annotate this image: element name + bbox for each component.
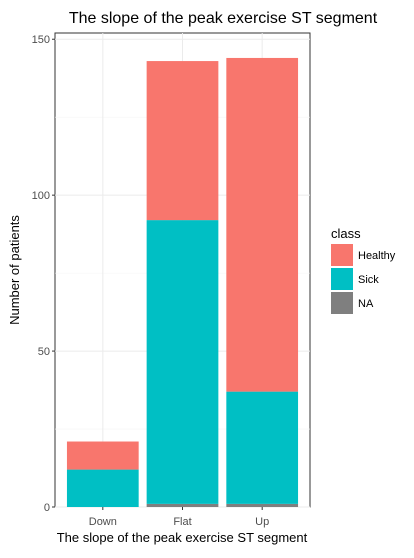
chart-title: The slope of the peak exercise ST segmen… [69,10,378,27]
bar-flat-sick [146,220,219,504]
legend-key-na [331,292,353,314]
y-tick-label: 0 [44,502,50,514]
y-tick-label: 100 [32,190,50,202]
bars [66,57,299,507]
y-axis-label: Number of patients [7,215,22,325]
x-tick-label-up: Up [255,516,269,528]
bar-flat-healthy [146,61,219,221]
y-axis: 0 50 100 150 [32,34,55,514]
x-axis-label: The slope of the peak exercise ST segmen… [57,530,308,545]
x-tick-label-flat: Flat [173,516,191,528]
legend-key-healthy [331,244,353,266]
legend: class Healthy Sick NA [331,226,396,314]
x-axis: Down Flat Up [89,507,269,528]
y-tick-label: 50 [38,346,50,358]
y-tick-label: 150 [32,34,50,46]
bar-down-sick [66,469,139,507]
bar-up-healthy [226,57,299,392]
x-tick-label-down: Down [89,516,117,528]
bar-up-na [226,503,299,507]
bar-up-sick [226,391,299,504]
bar-down-healthy [66,441,139,470]
legend-key-sick [331,268,353,290]
legend-label-healthy: Healthy [358,250,396,262]
legend-label-sick: Sick [358,274,379,286]
legend-title: class [331,226,361,241]
bar-flat-na [146,503,219,507]
legend-label-na: NA [358,298,374,310]
